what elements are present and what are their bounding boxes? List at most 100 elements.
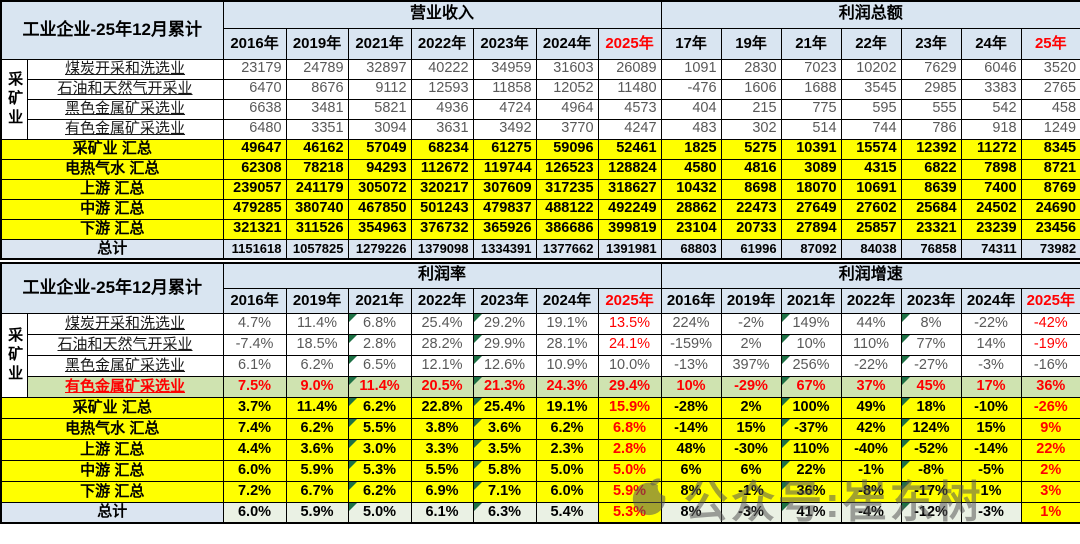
year-header: 2025年 [597, 27, 662, 60]
row-label: 采矿业 汇总 [0, 138, 224, 160]
year-header-row: 2016年 2019年 2021年 2022年 2023年 2024年 2025年 2016年… [1, 287, 1080, 314]
cell: 23321 [900, 218, 962, 240]
cell: 126523 [535, 158, 599, 180]
table-row: 中游 汇总 6.0% 5.9% 5.3% 5.5% 5.8% 5.0% 5.0% 6% 6% 22%… [0, 459, 1080, 482]
table-title: 工业企业-25年12月累计 [0, 262, 224, 314]
row-label: 黑色金属矿采选业 [26, 354, 224, 377]
cell: 2.8% [597, 438, 662, 461]
cell: 10432 [660, 178, 722, 200]
cell: 41% [780, 501, 842, 524]
cell: 399819 [597, 218, 662, 240]
cell: 479285 [222, 198, 287, 220]
cell: 10391 [780, 138, 842, 160]
cell: 6.2% [347, 480, 412, 503]
cell: 25684 [900, 198, 962, 220]
row-label: 下游 汇总 [0, 480, 224, 503]
cell: -14% [660, 417, 722, 440]
cell: 19.1% [535, 396, 599, 419]
cell: -3% [720, 501, 782, 524]
cell: 8% [660, 480, 722, 503]
cell: 488122 [535, 198, 599, 220]
cell: 8% [900, 312, 962, 335]
cell: 1279226 [347, 238, 412, 260]
cell: 110% [840, 333, 902, 356]
cell: 4724 [472, 98, 537, 120]
cell: 775 [780, 98, 842, 120]
cell: 44% [840, 312, 902, 335]
cell: 492249 [597, 198, 662, 220]
cell: 3.6% [285, 438, 349, 461]
cell: 46162 [285, 138, 349, 160]
table-row: 上游 汇总 239057 241179 305072 320217 307609 31723… [0, 178, 1080, 200]
cell: 918 [960, 118, 1022, 140]
cell: 7.4% [222, 417, 287, 440]
cell: 4580 [660, 158, 722, 180]
cell: 5275 [720, 138, 782, 160]
year-header: 2025年 [597, 287, 662, 314]
cell: 52461 [597, 138, 662, 160]
year-header: 2023年 [472, 27, 537, 60]
year-header: 2019年 [720, 287, 782, 314]
cell: 11480 [597, 78, 662, 100]
cell: 119744 [472, 158, 537, 180]
cell: -26% [1020, 396, 1080, 419]
cell: 6.0% [222, 459, 287, 482]
cell: 21.3% [472, 375, 537, 398]
cell: -5% [960, 459, 1022, 482]
cell: 36% [1020, 375, 1080, 398]
cell: 2% [720, 333, 782, 356]
cell: 3481 [285, 98, 349, 120]
cell: 5.9% [285, 459, 349, 482]
cell: 595 [840, 98, 902, 120]
cell: 3492 [472, 118, 537, 140]
cell: 7023 [780, 58, 842, 80]
table-row: 电热气水 汇总 62308 78218 94293 112672 119744 126523… [0, 158, 1080, 180]
cell: 318627 [597, 178, 662, 200]
cell: 7.5% [222, 375, 287, 398]
cell: 3094 [347, 118, 412, 140]
cell: 3089 [780, 158, 842, 180]
row-label: 电热气水 汇总 [0, 417, 224, 440]
cell: 365926 [472, 218, 537, 240]
cell: 68234 [410, 138, 474, 160]
year-header: 2021年 [347, 27, 412, 60]
cell: 10% [660, 375, 722, 398]
cell: 11272 [960, 138, 1022, 160]
cell: 68803 [660, 238, 722, 260]
cell: 22% [1020, 438, 1080, 461]
cell: 8721 [1020, 158, 1080, 180]
cell: 87092 [780, 238, 842, 260]
table-row: 采矿业 煤炭开采和洗选业 4.7% 11.4% 6.8% 25.4% 29.2% 19.1% 1… [0, 312, 1080, 398]
cell: 17% [960, 375, 1022, 398]
cell: 1091 [660, 58, 722, 80]
cell: -3% [960, 354, 1022, 377]
cell: 744 [840, 118, 902, 140]
cell: 1825 [660, 138, 722, 160]
cell: 28862 [660, 198, 722, 220]
cell: 4573 [597, 98, 662, 120]
cell: 15574 [840, 138, 902, 160]
revenue-profit-table: 工业企业-25年12月累计 营业收入 利润总额 2016年 2019年 2021年 2022… [0, 0, 1080, 260]
cell: 3520 [1020, 58, 1080, 80]
year-header: 23年 [900, 27, 962, 60]
cell: 128824 [597, 158, 662, 180]
header-row: 工业企业-25年12月累计 利润率 利润增速 [0, 262, 1080, 314]
cell: 34959 [472, 58, 537, 80]
cell: 786 [900, 118, 962, 140]
cell: 6.7% [285, 480, 349, 503]
cell: 7629 [900, 58, 962, 80]
cell: 8769 [1020, 178, 1080, 200]
cell: 15.9% [597, 396, 662, 419]
cell: 542 [960, 98, 1022, 120]
cell: 6.0% [535, 480, 599, 503]
cell: 37% [840, 375, 902, 398]
cell: 458 [1020, 98, 1080, 120]
section-header: 利润率 [222, 262, 662, 289]
cell: -19% [1020, 333, 1080, 356]
cell: 49647 [222, 138, 287, 160]
cell: 62308 [222, 158, 287, 180]
row-label: 有色金属矿采选业 [26, 375, 224, 398]
section-header: 利润总额 [660, 0, 1080, 29]
row-label: 中游 汇总 [0, 198, 224, 220]
cell: 28.2% [410, 333, 474, 356]
